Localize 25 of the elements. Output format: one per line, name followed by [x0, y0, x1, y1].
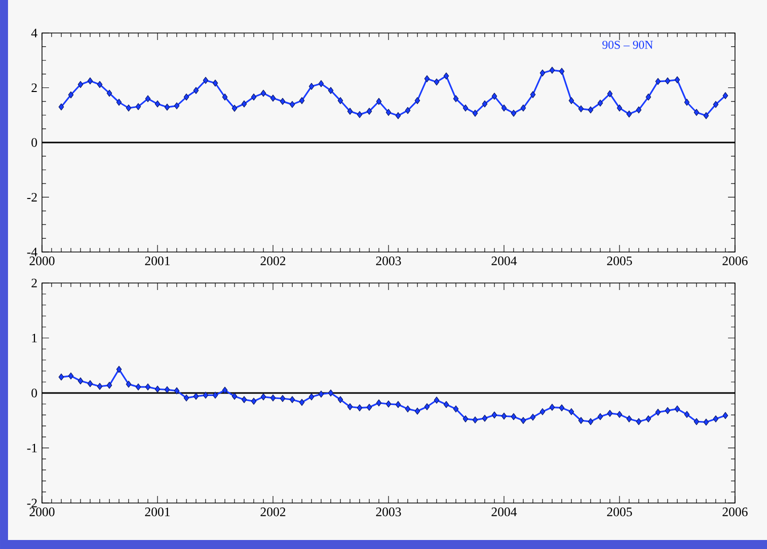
x-tick-label: 2005: [607, 256, 632, 266]
x-tick-label: 2005: [607, 508, 632, 516]
y-tick-label: -2: [27, 498, 37, 508]
x-tick-label: 2003: [376, 508, 401, 516]
y-tick-label: 2: [32, 83, 37, 92]
y-tick-label: 1: [32, 334, 37, 342]
y-tick-label: 2: [32, 278, 37, 288]
x-tick-label: 2006: [722, 508, 748, 516]
x-tick-label: 2002: [260, 508, 286, 516]
y-tick-label: -4: [27, 248, 38, 256]
y-tick-label: 0: [32, 388, 37, 398]
y-tick-label: -2: [27, 192, 37, 202]
annotation: 90S – 90N: [602, 40, 653, 49]
x-tick-label: 2000: [30, 508, 54, 516]
x-tick-label: 2000: [30, 256, 54, 266]
y-tick-label: 4: [31, 28, 38, 38]
x-tick-label: 2004: [492, 256, 517, 266]
y-tick-label: -1: [27, 444, 37, 452]
x-tick-label: 2004: [492, 508, 517, 516]
x-tick-label: 2001: [145, 256, 170, 266]
x-tick-label: 2006: [722, 256, 748, 266]
x-tick-label: 2001: [145, 508, 170, 516]
y-tick-label: 0: [32, 138, 37, 147]
x-tick-label: 2003: [376, 256, 401, 266]
x-tick-label: 2002: [260, 256, 286, 266]
